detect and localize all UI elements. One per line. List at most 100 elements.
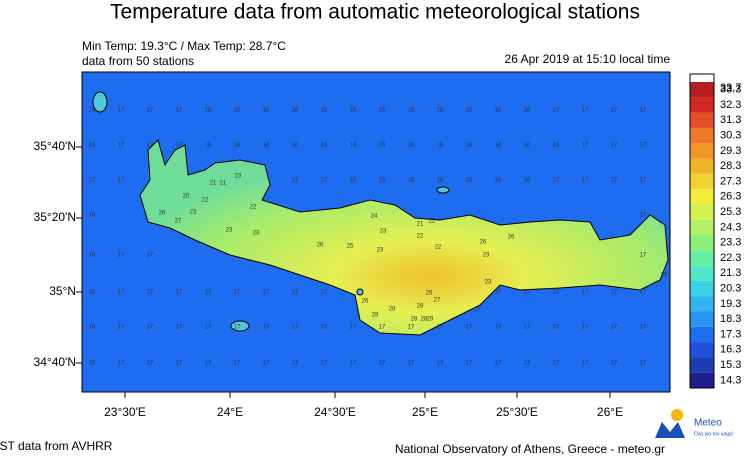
sea-value: 17 bbox=[495, 290, 502, 296]
station-value: 25 bbox=[661, 273, 668, 279]
station-value: 29 bbox=[427, 317, 434, 323]
lat-label: 35°40'N bbox=[34, 139, 76, 153]
station-value: 27 bbox=[474, 308, 481, 314]
colorbar-label: 19.3 bbox=[720, 298, 741, 310]
sea-value: 16 bbox=[321, 143, 328, 149]
colorbar-segment bbox=[690, 127, 714, 144]
sea-value: 16 bbox=[495, 143, 502, 149]
sea-value: 17 bbox=[205, 290, 212, 296]
lon-label: 24°E bbox=[217, 405, 243, 419]
sea-value: 17 bbox=[640, 213, 647, 219]
sea-value: 17 bbox=[234, 290, 241, 296]
sea-value: 16 bbox=[292, 143, 299, 149]
sea-value: 17 bbox=[379, 325, 386, 331]
sea-value: 17 bbox=[640, 361, 647, 367]
sea-value: 17 bbox=[582, 325, 589, 331]
logo-name: Meteo bbox=[694, 418, 722, 429]
colorbar-segment bbox=[690, 112, 714, 128]
logo-mark bbox=[655, 422, 685, 438]
colorbar-label: 23.3 bbox=[720, 237, 741, 249]
sea-value: 17 bbox=[147, 325, 154, 331]
sea-value: 17 bbox=[263, 361, 270, 367]
islet bbox=[92, 91, 108, 113]
sea-value: 17 bbox=[553, 108, 560, 114]
colorbar-segment bbox=[690, 158, 714, 174]
sea-value: 16 bbox=[466, 178, 473, 184]
colorbar-segment bbox=[690, 82, 714, 98]
colorbar-segment bbox=[690, 189, 714, 205]
sea-value: 16 bbox=[553, 143, 560, 149]
station-value: 23 bbox=[235, 174, 242, 180]
sea-value: 17 bbox=[611, 178, 618, 184]
sea-value: 17 bbox=[321, 178, 328, 184]
sea-value: 17 bbox=[553, 290, 560, 296]
colorbar-label: 28.3 bbox=[720, 160, 741, 172]
station-value: 22 bbox=[202, 198, 209, 204]
sea-value: 17 bbox=[147, 361, 154, 367]
station-value: 23 bbox=[380, 229, 387, 235]
colorbar-segment bbox=[690, 296, 714, 312]
colorbar-segment bbox=[690, 219, 714, 235]
sea-value: 17 bbox=[582, 361, 589, 367]
sea-value: 17 bbox=[234, 361, 241, 367]
colorbar-segment bbox=[690, 372, 714, 388]
sea-value: 16 bbox=[379, 108, 386, 114]
station-value: 22 bbox=[250, 205, 257, 211]
sea-value: 16 bbox=[524, 143, 531, 149]
lon-label: 26°E bbox=[597, 405, 623, 419]
sea-value: 16 bbox=[437, 143, 444, 149]
lat-label: 34°40'N bbox=[34, 355, 76, 369]
sea-value: 16 bbox=[437, 108, 444, 114]
sea-value: 17 bbox=[118, 361, 125, 367]
station-value: 21 bbox=[220, 181, 227, 187]
sea-value: 17 bbox=[292, 178, 299, 184]
sea-value: 17 bbox=[611, 108, 618, 114]
sea-value: 16 bbox=[234, 143, 241, 149]
logo-tagline: Όλα για τον καιρό bbox=[693, 430, 733, 437]
station-value: 22 bbox=[429, 219, 436, 225]
sea-value: 17 bbox=[147, 108, 154, 114]
sea-value: 17 bbox=[176, 143, 183, 149]
colorbar-label: 25.3 bbox=[720, 206, 741, 218]
lat-label: 35°N bbox=[49, 284, 76, 298]
sea-value: 17 bbox=[118, 108, 125, 114]
sea-value: 17 bbox=[640, 178, 647, 184]
sea-value: 17 bbox=[147, 253, 154, 259]
logo-sun bbox=[671, 409, 683, 421]
sea-value: 17 bbox=[321, 361, 328, 367]
sea-value: 16 bbox=[89, 361, 96, 367]
station-value: 23 bbox=[253, 231, 260, 237]
lon-label: 25°E bbox=[412, 405, 438, 419]
sea-value: 17 bbox=[292, 361, 299, 367]
colorbar-label: 27.3 bbox=[720, 175, 741, 187]
sea-value: 17 bbox=[640, 143, 647, 149]
sea-value: 17 bbox=[176, 108, 183, 114]
colorbar-label: 15.3 bbox=[720, 359, 741, 371]
station-value: 27 bbox=[175, 219, 182, 225]
sea-value: 17 bbox=[408, 361, 415, 367]
station-value: 26 bbox=[508, 235, 515, 241]
sea-value: 17 bbox=[176, 290, 183, 296]
lat-label: 35°20'N bbox=[34, 210, 76, 224]
sea-value: 17 bbox=[553, 178, 560, 184]
sea-value: 17 bbox=[640, 290, 647, 296]
sea-value: 16 bbox=[408, 108, 415, 114]
sea-value: 17 bbox=[118, 178, 125, 184]
colorbar-label: 29.3 bbox=[720, 145, 741, 157]
colorbar-label: 22.3 bbox=[720, 252, 741, 264]
sea-value: 16 bbox=[350, 108, 357, 114]
sea-value: 16 bbox=[437, 178, 444, 184]
colorbar-segment bbox=[690, 97, 714, 113]
island bbox=[139, 139, 669, 336]
station-value: 28 bbox=[417, 304, 424, 310]
sea-value: 16 bbox=[495, 178, 502, 184]
station-value: 25 bbox=[347, 244, 354, 250]
sea-value: 16 bbox=[350, 178, 357, 184]
sea-value: 17 bbox=[640, 253, 647, 259]
sea-value: 16 bbox=[495, 108, 502, 114]
sea-value: 16 bbox=[524, 108, 531, 114]
crete bbox=[92, 91, 669, 336]
sea-value: 16 bbox=[263, 108, 270, 114]
sea-value: 17 bbox=[292, 290, 299, 296]
